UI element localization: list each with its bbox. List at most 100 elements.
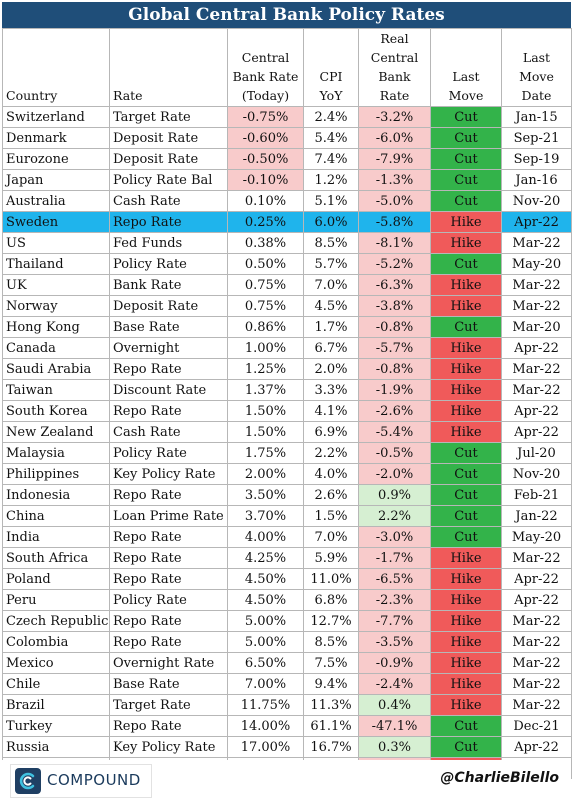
country-cell: Russia (2, 736, 110, 758)
last-move-date-cell: Jan-22 (501, 505, 572, 527)
cpi-yoy-cell: 2.6% (303, 484, 359, 506)
header-last-move: Last Move (430, 28, 502, 107)
cpi-yoy-cell: 8.5% (303, 232, 359, 254)
cpi-yoy-cell: 5.7% (303, 253, 359, 275)
last-move-date-cell: Mar-20 (501, 316, 572, 338)
real-rate-cell: -5.8% (358, 211, 431, 233)
last-move-date-cell: Mar-22 (501, 610, 572, 632)
rate-name-cell: Repo Rate (109, 211, 228, 233)
real-rate-cell: -2.4% (358, 673, 431, 695)
central-bank-rate-cell: 0.50% (227, 253, 304, 275)
header-real-rate-line3: Bank Rate (378, 69, 411, 103)
central-bank-rate-cell: 1.50% (227, 421, 304, 443)
last-move-cell: Hike (430, 589, 502, 611)
rate-name-cell: Deposit Rate (109, 127, 228, 149)
real-rate-cell: 2.2% (358, 505, 431, 527)
country-cell: Philippines (2, 463, 110, 485)
last-move-cell: Cut (430, 715, 502, 737)
real-rate-cell: -3.8% (358, 295, 431, 317)
last-move-date-cell: Mar-22 (501, 631, 572, 653)
country-cell: Malaysia (2, 442, 110, 464)
cpi-yoy-cell: 5.9% (303, 547, 359, 569)
rate-name-cell: Key Policy Rate (109, 736, 228, 758)
last-move-cell: Hike (430, 568, 502, 590)
central-bank-rate-cell: 17.00% (227, 736, 304, 758)
last-move-date-cell: Nov-20 (501, 190, 572, 212)
cpi-yoy-cell: 4.5% (303, 295, 359, 317)
header-cpi-yoy: CPI YoY (303, 28, 359, 107)
last-move-date-cell: Jan-16 (501, 169, 572, 191)
chart-title: Global Central Bank Policy Rates (2, 2, 571, 28)
country-cell: Norway (2, 295, 110, 317)
last-move-cell: Hike (430, 652, 502, 674)
rate-name-cell: Deposit Rate (109, 295, 228, 317)
table-row: Czech Republic Repo Rate 5.00% 12.7% -7.7% Hi… (2, 610, 572, 632)
cpi-yoy-cell: 11.3% (303, 694, 359, 716)
country-cell: US (2, 232, 110, 254)
header-real-rate-line1: Real (380, 31, 409, 46)
last-move-cell: Hike (430, 631, 502, 653)
central-bank-rate-cell: 1.00% (227, 337, 304, 359)
real-rate-cell: -3.0% (358, 526, 431, 548)
rate-name-cell: Overnight (109, 337, 228, 359)
last-move-date-cell: May-20 (501, 253, 572, 275)
table-row: Mexico Overnight Rate 6.50% 7.5% -0.9% Hike Ma… (2, 652, 572, 674)
table-row: South Korea Repo Rate 1.50% 4.1% -2.6% Hike Ap… (2, 400, 572, 422)
table-row: Colombia Repo Rate 5.00% 8.5% -3.5% Hike Mar-2… (2, 631, 572, 653)
header-central-bank-rate-line3: (Today) (241, 88, 290, 103)
rate-name-cell: Repo Rate (109, 358, 228, 380)
rate-name-cell: Key Policy Rate (109, 463, 228, 485)
rate-name-cell: Policy Rate (109, 442, 228, 464)
last-move-cell: Hike (430, 232, 502, 254)
last-move-date-cell: Apr-22 (501, 337, 572, 359)
real-rate-cell: -7.9% (358, 148, 431, 170)
rate-name-cell: Repo Rate (109, 547, 228, 569)
table-row: Turkey Repo Rate 14.00% 61.1% -47.1% Cut Dec-2… (2, 715, 572, 737)
central-bank-rate-cell: 0.75% (227, 274, 304, 296)
central-bank-rate-cell: 0.75% (227, 295, 304, 317)
last-move-cell: Hike (430, 547, 502, 569)
real-rate-cell: 0.3% (358, 736, 431, 758)
real-rate-cell: -5.2% (358, 253, 431, 275)
cpi-yoy-cell: 7.4% (303, 148, 359, 170)
last-move-cell: Cut (430, 190, 502, 212)
cpi-yoy-cell: 12.7% (303, 610, 359, 632)
country-cell: South Korea (2, 400, 110, 422)
country-cell: Hong Kong (2, 316, 110, 338)
central-bank-rate-cell: 0.86% (227, 316, 304, 338)
real-rate-cell: -2.0% (358, 463, 431, 485)
cpi-yoy-cell: 2.4% (303, 106, 359, 128)
country-cell: Thailand (2, 253, 110, 275)
cpi-yoy-cell: 7.0% (303, 274, 359, 296)
real-rate-cell: -8.1% (358, 232, 431, 254)
central-bank-rate-cell: 1.75% (227, 442, 304, 464)
country-cell: Canada (2, 337, 110, 359)
table-row: Eurozone Deposit Rate -0.50% 7.4% -7.9% Cut Se… (2, 148, 572, 170)
country-cell: Poland (2, 568, 110, 590)
last-move-cell: Cut (430, 253, 502, 275)
last-move-cell: Hike (430, 673, 502, 695)
last-move-date-cell: Mar-22 (501, 652, 572, 674)
real-rate-cell: -7.7% (358, 610, 431, 632)
rate-name-cell: Bank Rate (109, 274, 228, 296)
rate-name-cell: Policy Rate (109, 253, 228, 275)
last-move-cell: Hike (430, 400, 502, 422)
central-bank-rate-cell: 0.10% (227, 190, 304, 212)
table-row: Switzerland Target Rate -0.75% 2.4% -3.2% Cut… (2, 106, 572, 128)
cpi-yoy-cell: 5.4% (303, 127, 359, 149)
compound-logo: COMPOUND (10, 764, 152, 798)
last-move-date-cell: Sep-21 (501, 127, 572, 149)
last-move-cell: Cut (430, 484, 502, 506)
last-move-date-cell: Mar-22 (501, 232, 572, 254)
central-bank-rate-cell: 14.00% (227, 715, 304, 737)
last-move-date-cell: Dec-21 (501, 715, 572, 737)
header-last-move-date: Last Move Date (501, 28, 572, 107)
compound-logo-text: COMPOUND (47, 771, 141, 789)
country-cell: Czech Republic (2, 610, 110, 632)
rate-name-cell: Overnight Rate (109, 652, 228, 674)
central-bank-rate-cell: -0.10% (227, 169, 304, 191)
last-move-cell: Cut (430, 442, 502, 464)
real-rate-cell: 0.9% (358, 484, 431, 506)
table-row: Poland Repo Rate 4.50% 11.0% -6.5% Hike Apr-22 (2, 568, 572, 590)
central-bank-rate-cell: 3.50% (227, 484, 304, 506)
